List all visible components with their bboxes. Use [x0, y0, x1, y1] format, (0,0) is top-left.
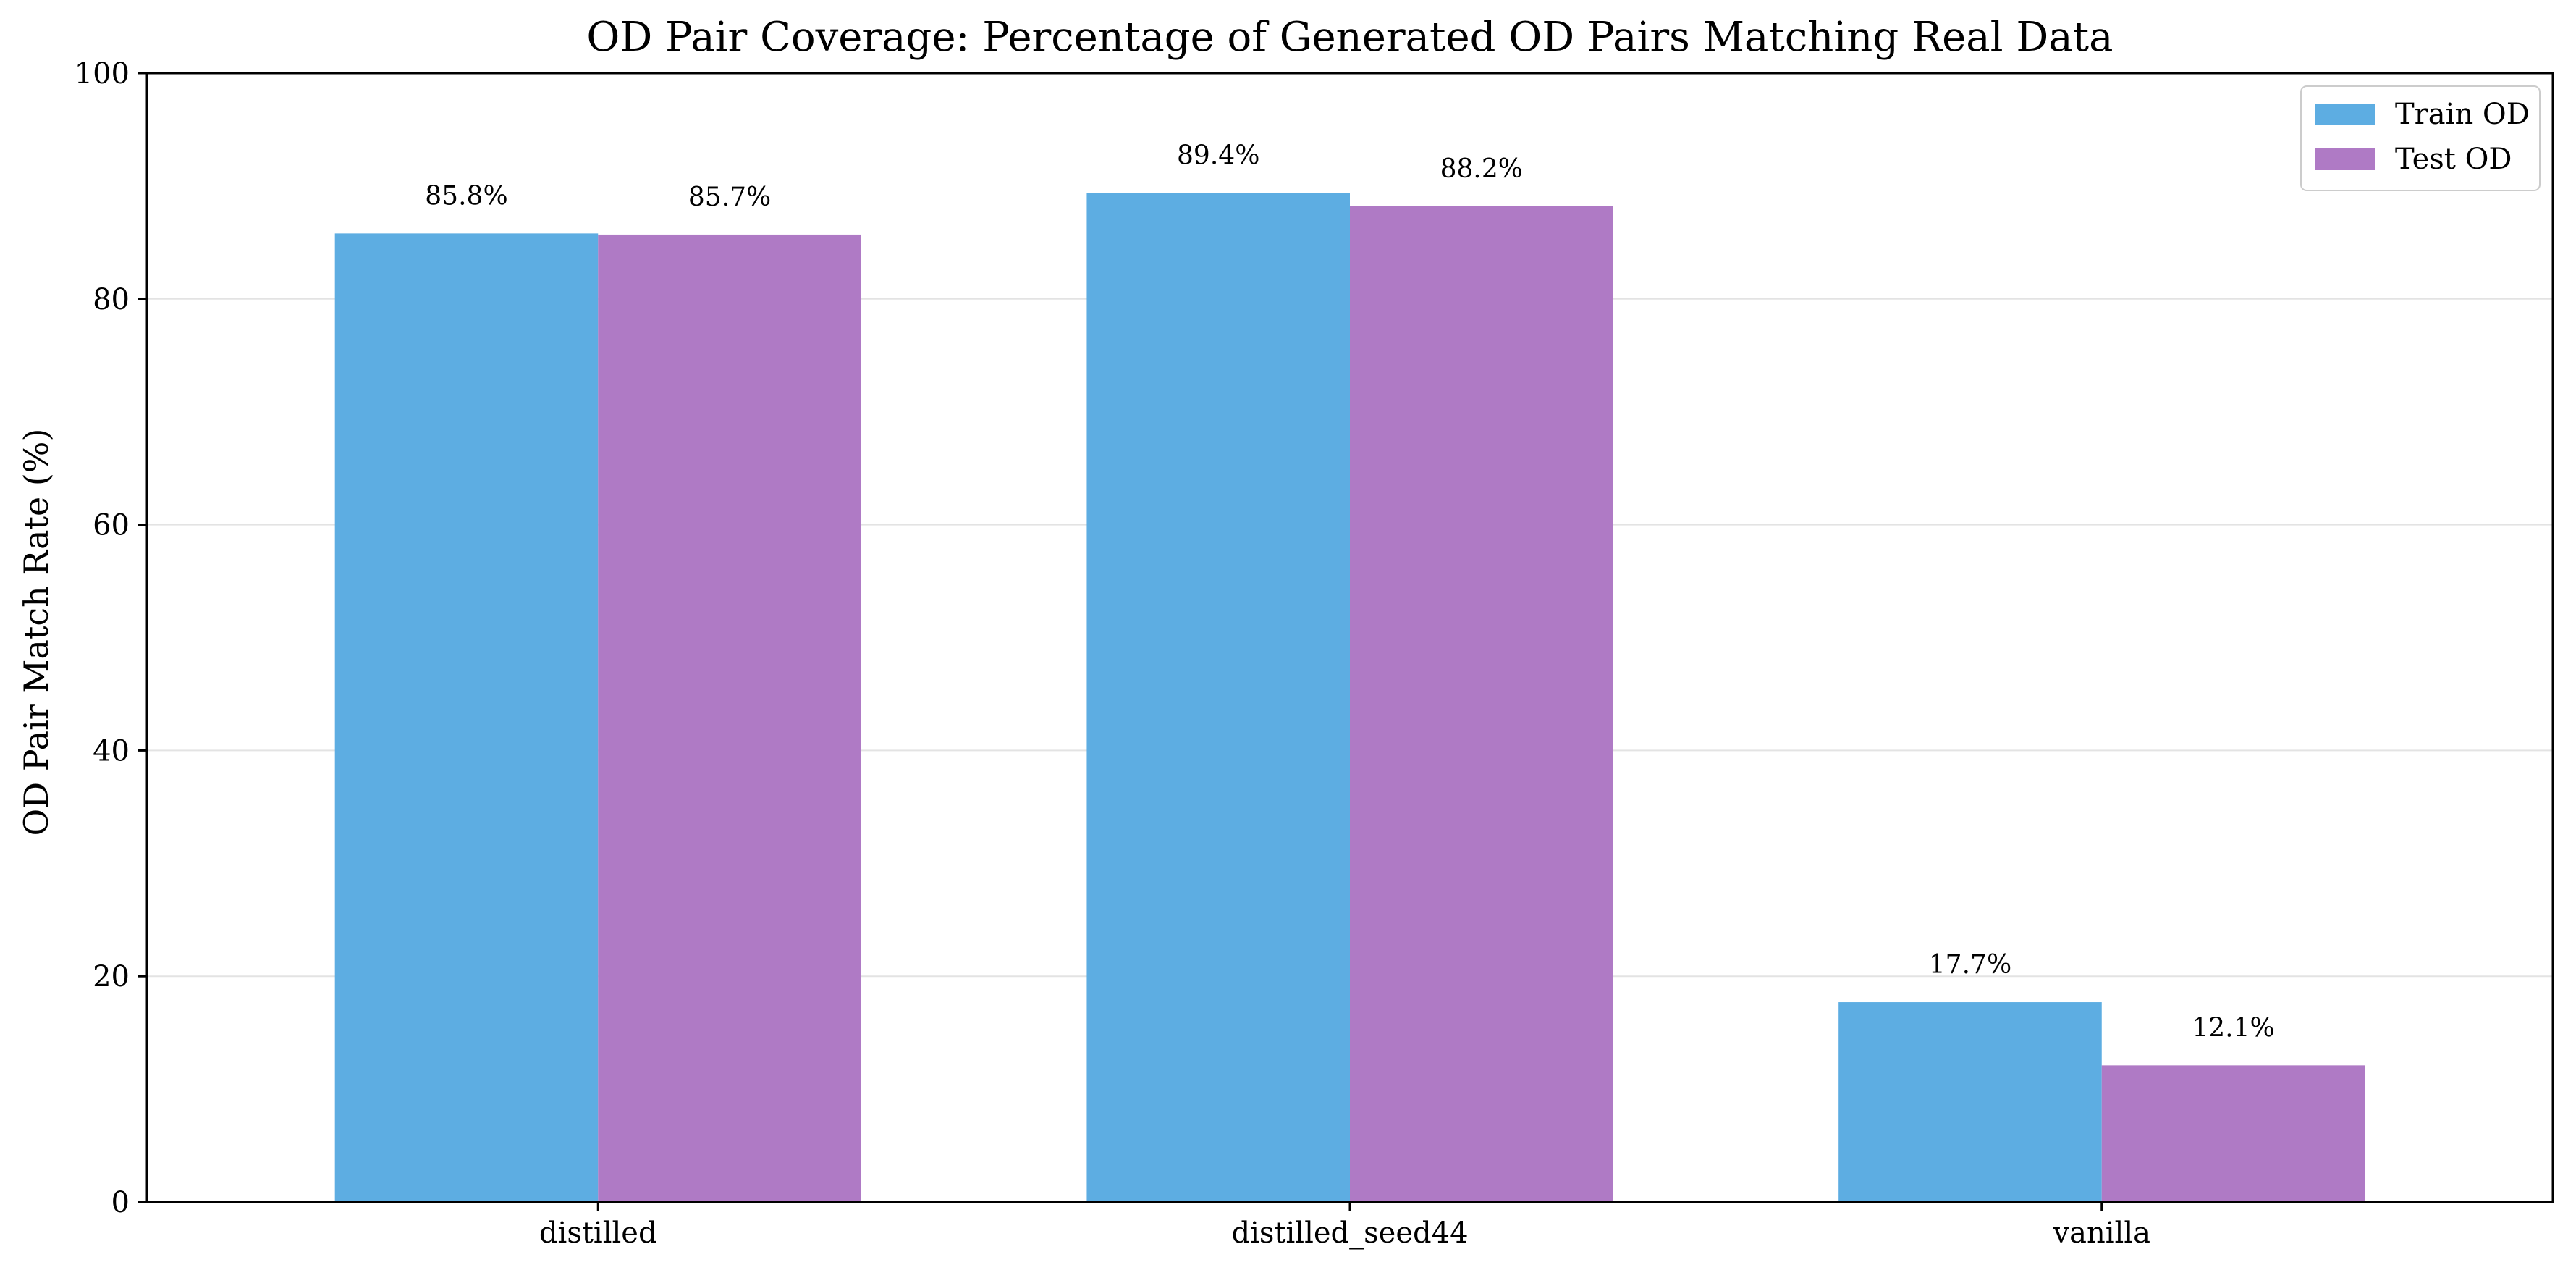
data-label: 89.4% [1177, 140, 1259, 170]
y-tick-label: 40 [93, 734, 130, 768]
data-label: 85.7% [688, 182, 771, 212]
chart-title: OD Pair Coverage: Percentage of Generate… [586, 14, 2113, 61]
bar-train-0 [334, 233, 599, 1203]
bars [334, 193, 2365, 1203]
legend-swatch [2315, 148, 2375, 170]
x-tick-label: distilled [539, 1216, 657, 1250]
legend-item-label: Test OD [2395, 143, 2512, 176]
x-tick-label: distilled_seed44 [1231, 1216, 1468, 1250]
ticks: 0 20 40 60 80 100 distilled distilled_seed44 van… [75, 57, 2150, 1250]
bar-train-1 [1086, 193, 1350, 1202]
bar-test-0 [598, 234, 861, 1202]
y-tick-label: 60 [93, 509, 130, 542]
bar-test-1 [1350, 206, 1613, 1202]
x-tick-label: vanilla [2053, 1216, 2150, 1250]
y-axis-label: OD Pair Match Rate (%) [17, 429, 56, 836]
legend-item-label: Train OD [2395, 98, 2530, 131]
data-label: 12.1% [2192, 1013, 2274, 1043]
y-tick-label: 100 [75, 57, 130, 91]
legend-swatch [2315, 104, 2375, 125]
data-labels: 85.8% 89.4% 17.7% 85.7% 88.2% 12.1% [425, 140, 2274, 1043]
data-label: 88.2% [1440, 154, 1523, 184]
bar-train-2 [1838, 1002, 2102, 1202]
bar-test-2 [2101, 1065, 2365, 1202]
legend[interactable]: Train OD Test OD [2300, 85, 2541, 191]
y-tick-label: 0 [111, 1186, 130, 1219]
data-label: 85.8% [425, 181, 507, 211]
data-label: 17.7% [1929, 950, 2011, 980]
y-tick-label: 20 [93, 960, 130, 993]
y-tick-label: 80 [93, 283, 130, 316]
